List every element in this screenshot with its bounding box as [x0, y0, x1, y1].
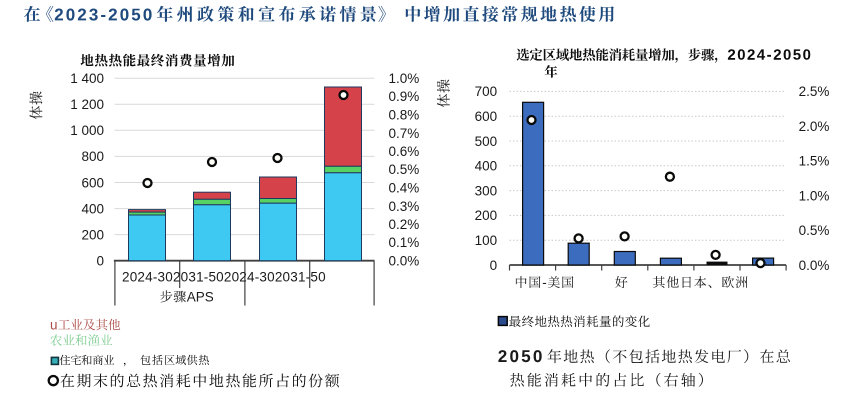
svg-text:2024-302031-502024-302031-50: 2024-302031-502024-302031-50	[122, 269, 326, 284]
svg-text:0.5%: 0.5%	[799, 223, 830, 238]
svg-text:200: 200	[81, 227, 104, 242]
svg-text:u: u	[50, 317, 58, 332]
svg-text:-: -	[542, 275, 547, 290]
svg-text:700: 700	[475, 84, 498, 99]
svg-text:0.0%: 0.0%	[389, 254, 420, 269]
svg-text:0.4%: 0.4%	[389, 181, 420, 196]
svg-text:0.2%: 0.2%	[389, 217, 420, 232]
svg-text:1.0%: 1.0%	[799, 188, 830, 203]
svg-text:500: 500	[475, 134, 498, 149]
svg-text:1 400: 1 400	[70, 71, 104, 86]
svg-text:0: 0	[490, 258, 498, 273]
svg-text:APS: APS	[187, 289, 214, 304]
svg-text:400: 400	[81, 201, 104, 216]
svg-text:0.8%: 0.8%	[389, 108, 420, 123]
svg-text:200: 200	[475, 208, 498, 223]
svg-text:0: 0	[96, 254, 104, 269]
svg-text:800: 800	[81, 149, 104, 164]
svg-text:600: 600	[81, 175, 104, 190]
svg-text:400: 400	[475, 159, 498, 174]
svg-text:0.7%: 0.7%	[389, 126, 420, 141]
svg-text:0.0%: 0.0%	[799, 258, 830, 273]
svg-text:0.9%: 0.9%	[389, 89, 420, 104]
svg-text:300: 300	[475, 183, 498, 198]
svg-text:0.5%: 0.5%	[389, 162, 420, 177]
svg-text:0.1%: 0.1%	[389, 235, 420, 250]
svg-text:1.5%: 1.5%	[799, 154, 830, 169]
svg-text:1 200: 1 200	[70, 97, 104, 112]
svg-text:0.3%: 0.3%	[389, 199, 420, 214]
svg-text:1.0%: 1.0%	[389, 71, 420, 86]
svg-text:2.0%: 2.0%	[799, 119, 830, 134]
svg-text:2.5%: 2.5%	[799, 84, 830, 99]
svg-text:600: 600	[475, 109, 498, 124]
svg-text:1 000: 1 000	[70, 123, 104, 138]
svg-text:0.6%: 0.6%	[389, 144, 420, 159]
svg-text:100: 100	[475, 233, 498, 248]
